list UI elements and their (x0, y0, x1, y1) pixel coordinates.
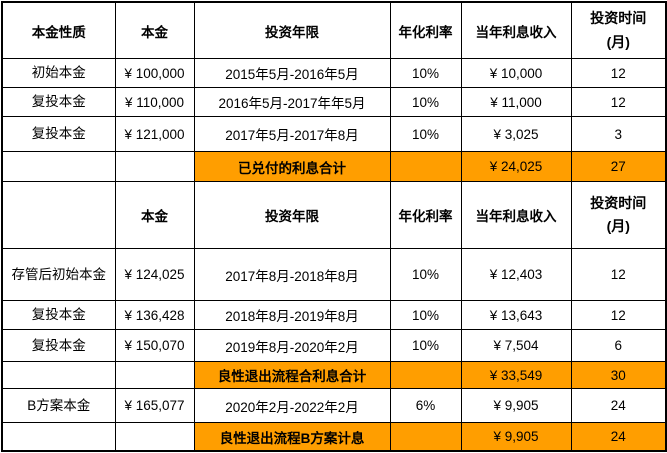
cell-year-interest: ¥ 12,403 (460, 248, 572, 301)
cell-principal: ¥ 100,000 (114, 58, 195, 88)
cell-principal: ¥ 121,000 (114, 116, 195, 152)
table-row: 复投本金 ¥ 136,428 2018年8月-2019年8月 10% ¥ 13,… (1, 300, 667, 330)
cell-investment-period: 2015年5月-2016年5月 (193, 58, 391, 88)
section2-subtotal-row: 良性退出流程合利息合计 ¥ 33,549 30 (1, 361, 667, 389)
table-row: 复投本金 ¥ 121,000 2017年5月-2017年8月 10% ¥ 3,0… (1, 116, 667, 152)
cell-investment-period: 2016年5月-2017年年5月 (193, 87, 391, 117)
header-year-interest-income: 当年利息收入 (460, 1, 572, 59)
cell-principal-nature: 初始本金 (1, 58, 116, 88)
header-investment-months-line2: (月) (606, 33, 630, 50)
table-row: 存管后初始本金 ¥ 124,025 2017年8月-2018年8月 10% ¥ … (1, 248, 667, 301)
cell-principal: ¥ 165,077 (114, 388, 195, 423)
cell-investment-period: 2017年8月-2018年8月 (193, 248, 391, 301)
cell-year-interest: ¥ 7,504 (460, 329, 572, 362)
header-principal-nature: 本金性质 (1, 1, 116, 59)
cell-principal: ¥ 124,025 (114, 248, 195, 301)
cell-investment-period: 2019年8月-2020年2月 (193, 329, 391, 362)
cell-investment-period: 2020年2月-2022年2月 (193, 388, 391, 423)
header-investment-period: 投资年限 (193, 181, 391, 249)
cell-months: 6 (570, 329, 667, 362)
cell-empty-orange (389, 361, 462, 389)
cell-empty (1, 422, 116, 452)
header-year-interest-income: 当年利息收入 (460, 181, 572, 249)
cell-principal: ¥ 136,428 (114, 300, 195, 330)
cell-year-interest: ¥ 13,643 (460, 300, 572, 330)
cell-annual-rate: 10% (389, 300, 462, 330)
cell-principal-nature: 存管后初始本金 (1, 248, 116, 301)
total-label-paid-interest: 已兑付的利息合计 (193, 151, 391, 182)
cell-empty (1, 361, 116, 389)
table-row: 初始本金 ¥ 100,000 2015年5月-2016年5月 10% ¥ 10,… (1, 58, 667, 88)
header-investment-months-line1: 投资时间 (590, 194, 647, 211)
total-amount: ¥ 24,025 (460, 151, 572, 182)
cell-year-interest: ¥ 9,905 (460, 388, 572, 423)
subtotal-amount: ¥ 33,549 (460, 361, 572, 389)
cell-principal-nature: B方案本金 (1, 388, 116, 423)
header-investment-months-line1: 投资时间 (590, 10, 647, 27)
plan-b-total-amount: ¥ 9,905 (460, 422, 572, 452)
table-row: 复投本金 ¥ 110,000 2016年5月-2017年年5月 10% ¥ 11… (1, 87, 667, 117)
header-principal: 本金 (114, 181, 195, 249)
cell-principal-nature: 复投本金 (1, 300, 116, 330)
cell-principal: ¥ 110,000 (114, 87, 195, 117)
header-annual-rate: 年化利率 (389, 181, 462, 249)
cell-months: 12 (570, 87, 667, 117)
table-row: 复投本金 ¥ 150,070 2019年8月-2020年2月 10% ¥ 7,5… (1, 329, 667, 362)
subtotal-label-exit-interest: 良性退出流程合利息合计 (193, 361, 391, 389)
cell-empty (114, 422, 195, 452)
plan-b-total-months: 24 (570, 422, 667, 452)
cell-investment-period: 2017年5月-2017年8月 (193, 116, 391, 152)
section1-header-row: 本金性质 本金 投资年限 年化利率 当年利息收入 投资时间 (月) (1, 1, 667, 59)
cell-principal-nature: 复投本金 (1, 329, 116, 362)
cell-annual-rate: 10% (389, 116, 462, 152)
header-empty (1, 181, 116, 249)
cell-annual-rate: 10% (389, 329, 462, 362)
header-investment-months: 投资时间 (月) (570, 1, 667, 59)
header-annual-rate: 年化利率 (389, 1, 462, 59)
section1-total-row: 已兑付的利息合计 ¥ 24,025 27 (1, 151, 667, 182)
total-months: 27 (570, 151, 667, 182)
cell-principal-nature: 复投本金 (1, 87, 116, 117)
cell-empty (114, 361, 195, 389)
cell-annual-rate: 10% (389, 87, 462, 117)
cell-year-interest: ¥ 10,000 (460, 58, 572, 88)
cell-empty-orange (389, 422, 462, 452)
subtotal-months: 30 (570, 361, 667, 389)
cell-months: 12 (570, 248, 667, 301)
header-principal: 本金 (114, 1, 195, 59)
cell-months: 12 (570, 300, 667, 330)
cell-months: 3 (570, 116, 667, 152)
cell-annual-rate: 10% (389, 248, 462, 301)
plan-b-total-row: 良性退出流程B方案计息 ¥ 9,905 24 (1, 422, 667, 452)
cell-months: 24 (570, 388, 667, 423)
header-investment-period: 投资年限 (193, 1, 391, 59)
cell-principal-nature: 复投本金 (1, 116, 116, 152)
cell-principal: ¥ 150,070 (114, 329, 195, 362)
plan-b-row: B方案本金 ¥ 165,077 2020年2月-2022年2月 6% ¥ 9,9… (1, 388, 667, 423)
plan-b-total-label: 良性退出流程B方案计息 (193, 422, 391, 452)
section2-header-row: 本金 投资年限 年化利率 当年利息收入 投资时间 (月) (1, 181, 667, 249)
cell-empty (1, 151, 116, 182)
header-investment-months-line2: (月) (606, 218, 630, 234)
cell-year-interest: ¥ 3,025 (460, 116, 572, 152)
cell-months: 12 (570, 58, 667, 88)
cell-empty-orange (389, 151, 462, 182)
cell-empty (114, 151, 195, 182)
cell-annual-rate: 6% (389, 388, 462, 423)
cell-investment-period: 2018年8月-2019年8月 (193, 300, 391, 330)
cell-year-interest: ¥ 11,000 (460, 87, 572, 117)
header-investment-months: 投资时间 (月) (570, 181, 667, 249)
cell-annual-rate: 10% (389, 58, 462, 88)
